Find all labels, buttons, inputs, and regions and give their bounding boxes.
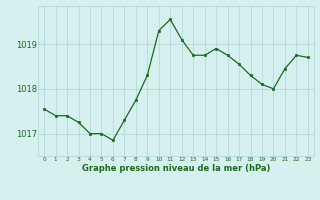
X-axis label: Graphe pression niveau de la mer (hPa): Graphe pression niveau de la mer (hPa)	[82, 164, 270, 173]
